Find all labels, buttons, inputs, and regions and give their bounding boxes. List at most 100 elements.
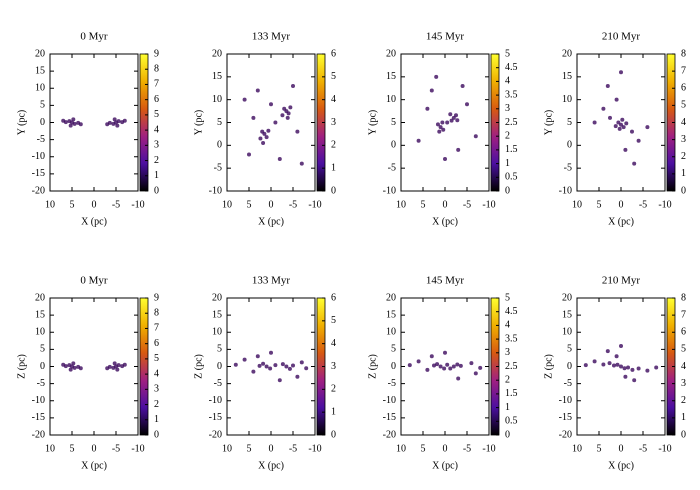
point — [71, 361, 76, 366]
point — [623, 147, 628, 152]
colorbar-tick-label: 4.5 — [505, 306, 518, 317]
point — [616, 120, 621, 125]
point — [630, 367, 635, 372]
point — [416, 138, 421, 143]
point — [269, 102, 273, 107]
y-tick-label: -15 — [383, 412, 396, 423]
point — [242, 357, 247, 362]
y-tick-label: -10 — [32, 151, 45, 162]
x-axis-label: X (pc) — [432, 460, 458, 471]
y-tick-label: -10 — [209, 185, 222, 196]
point — [286, 111, 291, 116]
point — [280, 113, 285, 118]
colorbar-tick-label: 3 — [505, 347, 510, 358]
colorbar-tick-label: 6 — [331, 48, 336, 59]
x-tick-label: 10 — [396, 199, 406, 210]
colorbar-tick-label: 1 — [681, 412, 686, 423]
point — [251, 115, 256, 120]
colorbar-tick-label: 1 — [331, 162, 336, 173]
colorbar-tick-label: 6 — [681, 327, 686, 338]
y-tick-label: 15 — [386, 71, 396, 82]
colorbar-tick-label: 1.5 — [505, 388, 518, 399]
point — [285, 115, 290, 120]
point — [277, 157, 282, 162]
colorbar-tick-label: 3.5 — [505, 333, 518, 344]
point — [455, 362, 460, 367]
point — [620, 117, 625, 122]
x-tick-label: -5 — [463, 443, 471, 454]
point — [630, 129, 634, 134]
x-tick-label: 5 — [421, 443, 426, 454]
colorbar-tick-label: 2 — [681, 151, 686, 162]
point — [451, 364, 456, 369]
colorbar-tick-label: 8 — [681, 48, 686, 59]
point — [67, 363, 72, 368]
y-tick-label: 20 — [35, 48, 45, 59]
y-tick-label: -20 — [559, 429, 572, 440]
x-tick-label: 10 — [572, 443, 582, 454]
y-tick-label: 0 — [217, 140, 222, 151]
point — [72, 121, 77, 126]
colorbar — [139, 53, 149, 192]
point — [445, 120, 450, 125]
x-tick-label: -10 — [658, 443, 671, 454]
x-tick-label: 0 — [619, 443, 624, 454]
y-tick-label: 10 — [562, 94, 572, 105]
point — [78, 122, 83, 127]
point — [429, 88, 434, 93]
y-tick-label: -20 — [32, 429, 45, 440]
colorbar-tick-label: 7 — [154, 79, 159, 90]
point — [277, 378, 282, 383]
y-tick-label: 20 — [35, 292, 45, 303]
point — [613, 124, 618, 129]
y-tick-label: -20 — [209, 429, 222, 440]
x-tick-label: 5 — [421, 199, 426, 210]
y-tick-label: 0 — [391, 361, 396, 372]
x-tick-label: -10 — [308, 199, 321, 210]
colorbar-tick-label: 4 — [154, 368, 159, 379]
colorbar-tick-label: 2.5 — [505, 361, 518, 372]
y-tick-label: 5 — [40, 344, 45, 355]
colorbar-tick-label: 2 — [505, 374, 510, 385]
x-tick-label: -5 — [112, 443, 120, 454]
x-axis-label: X (pc) — [81, 460, 107, 471]
point — [111, 365, 116, 370]
point — [619, 70, 623, 75]
point — [304, 366, 309, 371]
point — [273, 120, 278, 125]
point — [592, 359, 597, 364]
x-tick-label: 10 — [396, 443, 406, 454]
x-axis-label: X (pc) — [608, 460, 634, 471]
y-axis-label: Z (pc) — [16, 354, 27, 379]
y-tick-label: -10 — [559, 185, 572, 196]
point — [72, 365, 77, 370]
point — [67, 119, 72, 124]
x-tick-label: 0 — [269, 443, 274, 454]
point — [624, 121, 629, 126]
point — [458, 363, 463, 368]
point — [284, 364, 289, 369]
point — [478, 365, 483, 370]
x-tick-label: -10 — [482, 443, 495, 454]
y-tick-label: 0 — [391, 140, 396, 151]
point — [71, 117, 76, 122]
point — [425, 106, 430, 111]
point — [122, 118, 127, 123]
x-tick-label: -10 — [482, 199, 495, 210]
colorbar-tick-label: 3.5 — [505, 89, 518, 100]
x-tick-label: 5 — [70, 443, 75, 454]
x-tick-label: 0 — [92, 443, 97, 454]
colorbar-tick-label: 0 — [505, 185, 510, 196]
colorbar-tick-label: 2 — [331, 384, 336, 395]
point — [266, 128, 271, 133]
point — [115, 367, 120, 372]
point — [112, 117, 117, 122]
y-tick-label: 5 — [40, 100, 45, 111]
colorbar-tick-label: 2.5 — [505, 117, 518, 128]
point — [442, 366, 447, 371]
colorbar-tick-label: 1 — [331, 406, 336, 417]
y-tick-label: -10 — [32, 395, 45, 406]
colorbar-tick-label: 3 — [331, 361, 336, 372]
y-tick-label: 10 — [35, 327, 45, 338]
point — [425, 367, 430, 372]
